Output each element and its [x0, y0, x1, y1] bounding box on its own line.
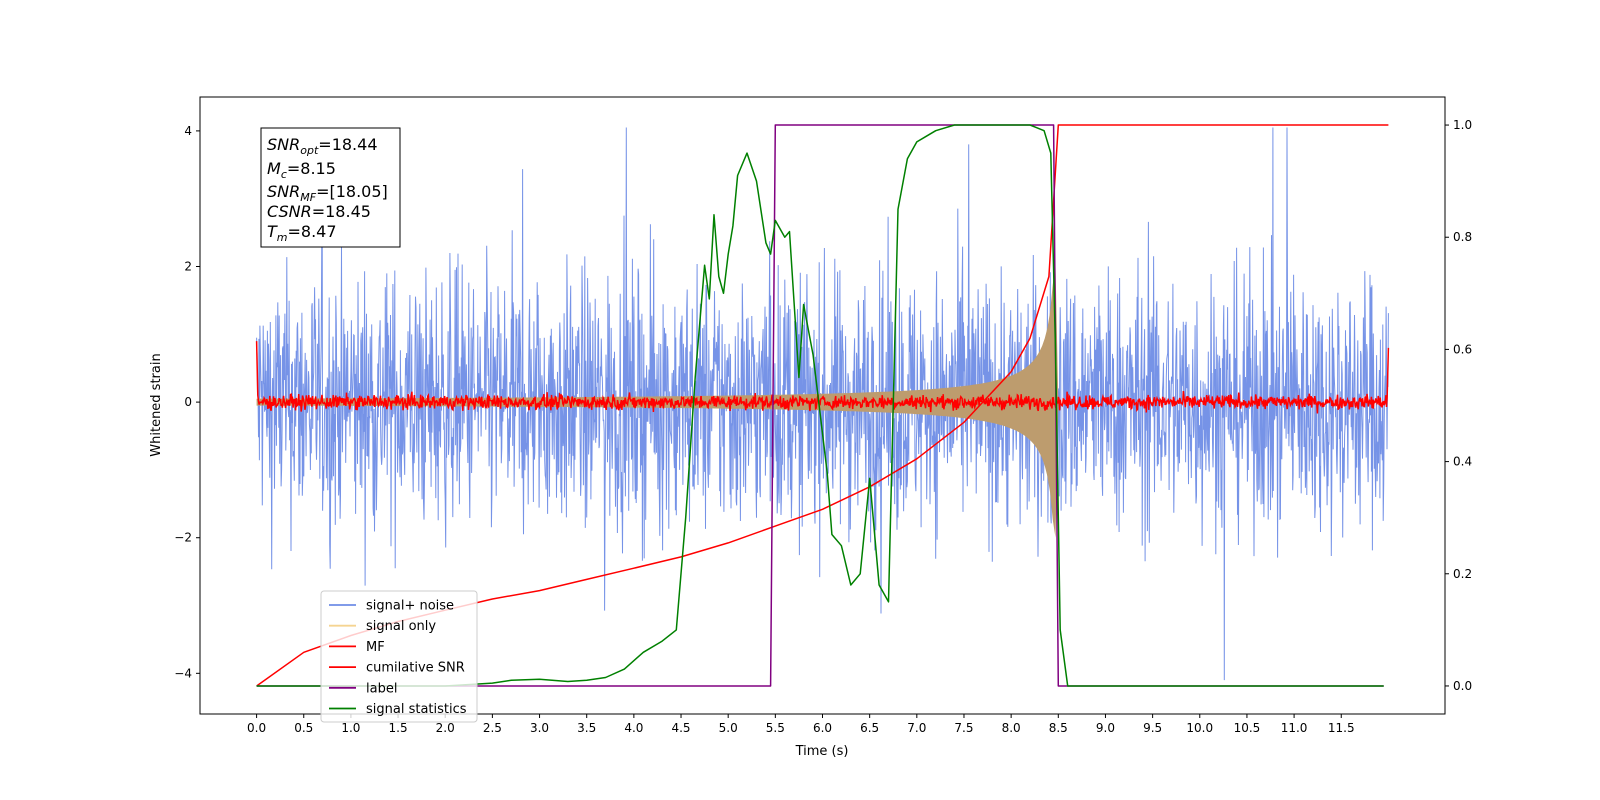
x-tick-label: 7.5: [954, 721, 973, 735]
y-right-tick-label: 0.2: [1453, 567, 1472, 581]
x-axis-label: Time (s): [795, 744, 849, 759]
y-left-tick-label: −2: [174, 531, 192, 545]
y-left-tick-label: 0: [184, 395, 192, 409]
y-left-tick-label: −4: [174, 666, 192, 680]
x-tick-label: 11.5: [1328, 721, 1355, 735]
x-tick-label: 8.5: [1049, 721, 1068, 735]
legend-entry: signal statistics: [366, 702, 467, 717]
y-axis-right: 1.0 0.8 0.6 0.4 0.2 0.0: [1445, 118, 1472, 693]
y-axis-left: 4 2 0 −2 −4: [174, 124, 200, 680]
y-left-tick-label: 2: [184, 260, 192, 274]
x-tick-label: 5.5: [766, 721, 785, 735]
annotation-tm: Tm=8.47: [267, 222, 337, 244]
series-mf: [255, 341, 1390, 414]
annotation-snr-mf: SNRMF=[18.05]: [267, 182, 388, 204]
annotation-mc: Mc=8.15: [267, 159, 336, 181]
x-tick-label: 10.5: [1234, 721, 1261, 735]
x-tick-label: 0.5: [294, 721, 313, 735]
x-tick-label: 6.5: [860, 721, 879, 735]
x-tick-label: 10.0: [1186, 721, 1213, 735]
y-right-tick-label: 0.8: [1453, 230, 1472, 244]
y-right-tick-label: 0.4: [1453, 455, 1472, 469]
x-tick-label: 0.0: [247, 721, 266, 735]
legend-entry: signal only: [366, 619, 436, 634]
series-signal-noise: [256, 127, 1389, 681]
y-right-tick-label: 1.0: [1453, 118, 1472, 132]
y-right-tick-label: 0.6: [1453, 342, 1472, 356]
legend: signal+ noise signal only MF cumilative SNR…: [320, 590, 478, 723]
x-tick-label: 8.0: [1002, 721, 1021, 735]
x-tick-label: 7.0: [907, 721, 926, 735]
x-tick-label: 1.5: [389, 721, 408, 735]
x-tick-label: 2.0: [436, 721, 455, 735]
x-tick-label: 2.5: [483, 721, 502, 735]
annotation-csnr: CSNR=18.45: [267, 202, 371, 221]
x-tick-label: 5.0: [719, 721, 738, 735]
x-tick-label: 3.5: [577, 721, 596, 735]
legend-frame: [320, 590, 478, 723]
legend-entry: cumilative SNR: [366, 661, 465, 676]
annotation-box: SNRopt=18.44 Mc=8.15 SNRMF=[18.05] CSNR=…: [260, 127, 401, 248]
x-axis: 0.0 0.5 1.0 1.5 2.0 2.5 3.0 3.5 4.0 4.5 5.0 5.5 6.0 6…: [247, 714, 1355, 735]
x-tick-label: 1.0: [341, 721, 360, 735]
legend-entry: label: [366, 681, 397, 696]
series-signal-statistics: [256, 124, 1384, 687]
x-tick-label: 9.0: [1096, 721, 1115, 735]
x-tick-label: 11.0: [1281, 721, 1308, 735]
y-axis-label: Whitened strain: [149, 353, 164, 456]
y-right-tick-label: 0.0: [1453, 679, 1472, 693]
x-tick-label: 4.0: [624, 721, 643, 735]
y-left-tick-label: 4: [184, 124, 192, 138]
annotation-snr-opt: SNRopt=18.44: [267, 135, 378, 157]
x-tick-label: 6.0: [813, 721, 832, 735]
x-tick-label: 9.5: [1143, 721, 1162, 735]
legend-entry: signal+ noise: [366, 599, 454, 614]
x-tick-label: 4.5: [671, 721, 690, 735]
x-tick-label: 3.0: [530, 721, 549, 735]
legend-entry: MF: [366, 640, 385, 655]
